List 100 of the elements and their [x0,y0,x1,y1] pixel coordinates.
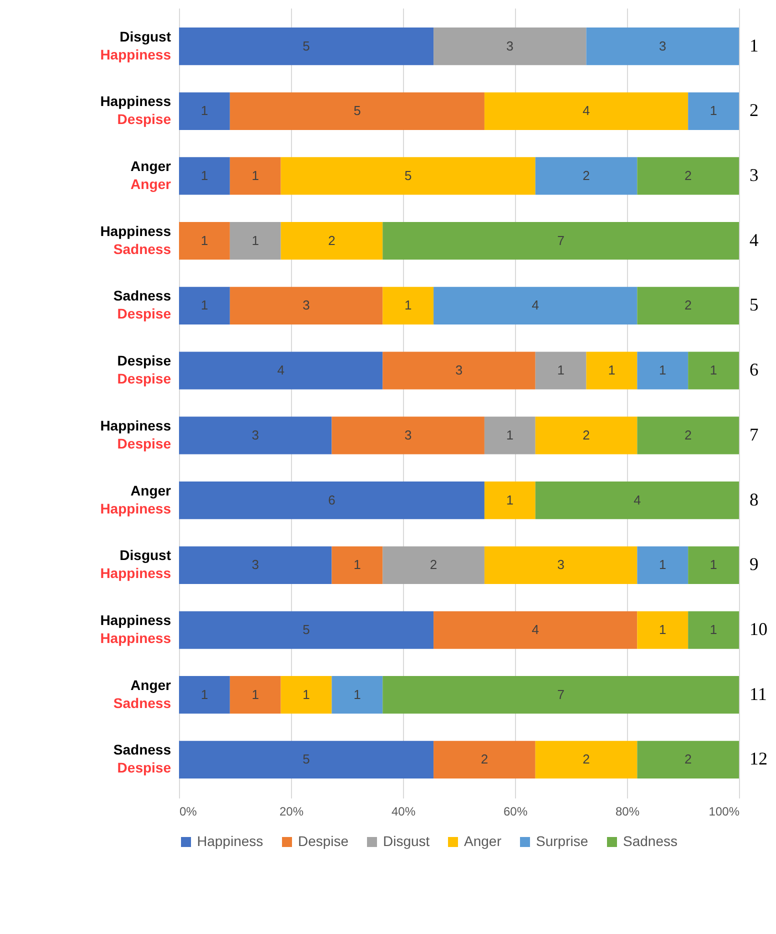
bar [382,352,536,390]
bar [179,676,230,714]
bar [179,546,332,584]
text: Happiness [100,565,172,582]
data-label: 5 [302,622,310,638]
data-label: 5 [354,103,361,118]
text: Despise [117,760,172,776]
y-tick-label: 8 [750,489,758,510]
bar [688,92,739,130]
data-label: 1 [404,298,412,313]
data-label: 1 [200,103,208,118]
data-label: 1 [252,686,259,702]
bar [179,416,332,454]
data-label: 1 [659,557,666,572]
text: Happiness [100,93,172,110]
bar [179,222,230,260]
data-label: 1 [302,686,310,702]
bar [332,416,484,454]
bar [535,481,739,520]
text: Anger [130,482,172,498]
text: Despise [117,111,172,128]
data-label: 4 [277,362,284,378]
text: Happiness [100,630,172,646]
bar [637,416,739,454]
x2-tick-label: 100% [708,804,740,818]
text: Despise [117,352,172,369]
bar [332,546,383,584]
bar [179,481,484,520]
y-tick-label: 10 [750,619,768,640]
text: Happiness [100,612,172,628]
text: Happiness [100,46,172,62]
x2-tick-label: 0% [180,804,198,818]
bar [535,416,638,454]
y-tick-label: 7 [750,424,758,444]
data-label: 5 [302,38,310,54]
bar [688,352,739,390]
data-label: 1 [710,103,718,118]
legend-label: Surprise [536,833,588,849]
data-label: 1 [659,622,666,638]
text: Sadness [113,240,172,257]
bar [179,157,230,195]
y-tick-label: 3 [750,164,758,185]
data-label: 1 [506,492,514,508]
bar [535,352,586,390]
data-label: 7 [557,686,564,702]
y-tick-label: 11 [750,684,767,704]
bar [382,286,434,325]
y-tick-label: 12 [750,748,768,769]
legend-label: Anger [464,833,502,849]
data-label: 1 [200,168,208,183]
data-label: 1 [506,427,514,442]
bar [535,157,638,195]
data-label: 1 [608,362,616,378]
data-label: 2 [684,298,692,313]
bar [484,416,536,454]
data-label: 1 [354,557,361,572]
bar [586,27,739,66]
bar [434,286,638,325]
data-label: 5 [302,752,310,767]
bar [230,92,484,130]
text: Despise [117,435,172,452]
bar [382,222,739,260]
data-label: 5 [404,168,412,183]
bar [332,676,383,714]
data-label: 4 [634,492,641,508]
legend-label: Despise [298,833,349,849]
bar [434,740,536,779]
data-label: 1 [200,232,208,248]
y-tick-label: 4 [750,230,758,250]
text: Sadness [113,288,172,304]
data-label: 2 [582,427,590,442]
data-label: 4 [532,622,539,638]
y-tick-label: 9 [750,554,758,574]
bar [535,740,638,779]
data-label: 1 [557,362,564,378]
data-label: 2 [582,752,590,767]
bar [179,286,230,325]
bar [688,611,739,649]
data-label: 2 [430,557,438,572]
x2-tick-label: 40% [391,804,416,818]
data-label: 2 [684,752,692,767]
bar [230,286,383,325]
data-label: 2 [480,752,488,767]
data-label: 1 [252,232,259,248]
bar [637,352,688,390]
bar [434,27,586,66]
data-label: 7 [557,232,564,248]
text: Disgust [120,547,172,564]
text: Anger [130,676,172,693]
bar [637,611,688,649]
data-label: 1 [200,298,208,313]
bar [280,676,332,714]
data-label: 2 [328,232,336,248]
legend-label: Happiness [197,833,264,849]
data-label: 1 [710,622,718,638]
bar [484,546,638,584]
y-tick-label: 1 [750,35,758,56]
text: Sadness [113,742,172,758]
bar [484,481,536,520]
text: Anger [130,176,172,192]
